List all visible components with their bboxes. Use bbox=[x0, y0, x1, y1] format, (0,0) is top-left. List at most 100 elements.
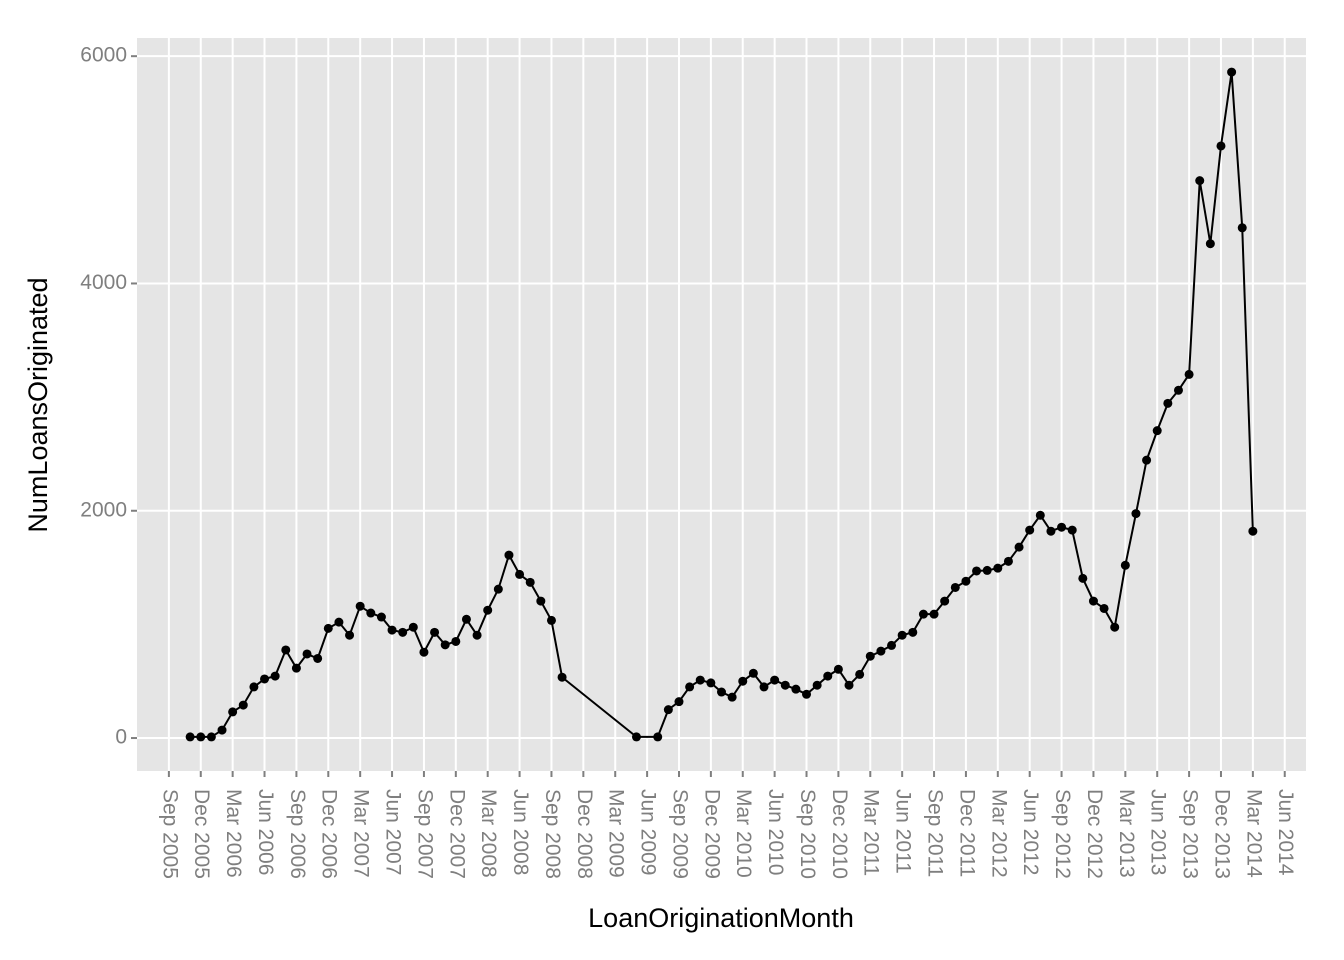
x-tick-label: Mar 2006 bbox=[222, 789, 245, 878]
x-tick-label: Jun 2012 bbox=[1019, 789, 1042, 875]
x-tick-label: Sep 2005 bbox=[158, 789, 181, 879]
point bbox=[185, 732, 195, 742]
x-tick-label: Dec 2005 bbox=[190, 789, 213, 879]
point bbox=[504, 550, 514, 560]
x-tick-label: Sep 2013 bbox=[1179, 789, 1202, 879]
point bbox=[1248, 526, 1258, 536]
point bbox=[940, 596, 950, 606]
point bbox=[1195, 176, 1205, 186]
point bbox=[323, 623, 333, 633]
x-tick-label: Dec 2013 bbox=[1210, 789, 1233, 879]
point bbox=[1120, 560, 1130, 570]
x-tick-label: Mar 2009 bbox=[605, 789, 628, 878]
point bbox=[1163, 398, 1173, 408]
x-tick-label: Sep 2006 bbox=[286, 789, 309, 879]
point bbox=[1014, 542, 1024, 552]
point bbox=[270, 671, 280, 681]
x-tick-label: Sep 2009 bbox=[668, 789, 691, 879]
x-axis-title: LoanOriginationMonth bbox=[588, 903, 854, 933]
x-tick-label: Dec 2010 bbox=[828, 789, 851, 879]
x-tick-label: Jun 2006 bbox=[254, 789, 277, 875]
point bbox=[961, 576, 971, 586]
point bbox=[663, 705, 673, 715]
point bbox=[515, 569, 525, 579]
point bbox=[313, 653, 323, 663]
point bbox=[546, 615, 556, 625]
point bbox=[1237, 223, 1247, 233]
point bbox=[972, 566, 982, 576]
x-tick-label: Sep 2007 bbox=[413, 789, 436, 879]
point bbox=[408, 622, 418, 632]
point bbox=[1142, 455, 1152, 465]
point bbox=[982, 565, 992, 575]
panel bbox=[137, 38, 1306, 771]
point bbox=[493, 584, 503, 594]
point bbox=[525, 577, 535, 587]
point bbox=[918, 609, 928, 619]
point bbox=[1035, 510, 1045, 520]
point bbox=[1227, 67, 1237, 77]
point bbox=[1088, 596, 1098, 606]
point bbox=[355, 601, 365, 611]
point bbox=[366, 608, 376, 618]
x-tick-label: Sep 2008 bbox=[541, 789, 564, 879]
point bbox=[302, 649, 312, 659]
x-tick-label: Mar 2012 bbox=[987, 789, 1010, 878]
y-axis-title: NumLoansOriginated bbox=[23, 277, 53, 532]
x-tick-label: Dec 2011 bbox=[955, 789, 978, 877]
point bbox=[631, 732, 641, 742]
point bbox=[780, 680, 790, 690]
x-tick-label: Dec 2006 bbox=[318, 789, 341, 879]
x-tick-label: Dec 2009 bbox=[700, 789, 723, 879]
x-tick-label: Jun 2008 bbox=[509, 789, 532, 875]
point bbox=[291, 663, 301, 673]
point bbox=[483, 605, 493, 615]
point bbox=[376, 612, 386, 622]
point bbox=[1184, 369, 1194, 379]
x-tick-label: Mar 2014 bbox=[1242, 789, 1265, 878]
point bbox=[451, 636, 461, 646]
x-tick-label: Mar 2013 bbox=[1115, 789, 1138, 878]
point bbox=[1216, 141, 1226, 151]
point bbox=[1067, 525, 1077, 535]
point bbox=[770, 675, 780, 685]
point bbox=[727, 692, 737, 702]
point bbox=[1057, 522, 1067, 532]
point bbox=[706, 678, 716, 688]
point bbox=[1173, 385, 1183, 395]
x-tick-label: Mar 2007 bbox=[350, 789, 373, 878]
point bbox=[398, 627, 408, 637]
point bbox=[387, 625, 397, 635]
x-tick-label: Dec 2008 bbox=[573, 789, 596, 879]
point bbox=[472, 630, 482, 640]
point bbox=[1131, 509, 1141, 519]
point bbox=[823, 671, 833, 681]
point bbox=[897, 630, 907, 640]
y-tick-label: 6000 bbox=[80, 44, 127, 67]
x-tick-label: Jun 2007 bbox=[382, 789, 405, 875]
point bbox=[674, 697, 684, 707]
point bbox=[791, 684, 801, 694]
point bbox=[196, 732, 206, 742]
point bbox=[759, 682, 769, 692]
point bbox=[345, 630, 355, 640]
point bbox=[844, 680, 854, 690]
point bbox=[812, 680, 822, 690]
point bbox=[685, 682, 695, 692]
point bbox=[865, 651, 875, 661]
line bbox=[190, 71, 1254, 738]
point bbox=[557, 672, 567, 682]
point bbox=[419, 647, 429, 657]
x-tick-label: Jun 2010 bbox=[764, 789, 787, 875]
x-tick-label: Sep 2010 bbox=[796, 789, 819, 879]
point bbox=[1046, 526, 1056, 536]
point bbox=[228, 707, 238, 717]
point bbox=[1078, 573, 1088, 583]
point bbox=[748, 668, 758, 678]
point bbox=[1110, 622, 1120, 632]
point bbox=[653, 732, 663, 742]
point bbox=[1025, 525, 1035, 535]
point bbox=[217, 725, 227, 735]
x-tick-label: Jun 2011 bbox=[892, 789, 915, 874]
